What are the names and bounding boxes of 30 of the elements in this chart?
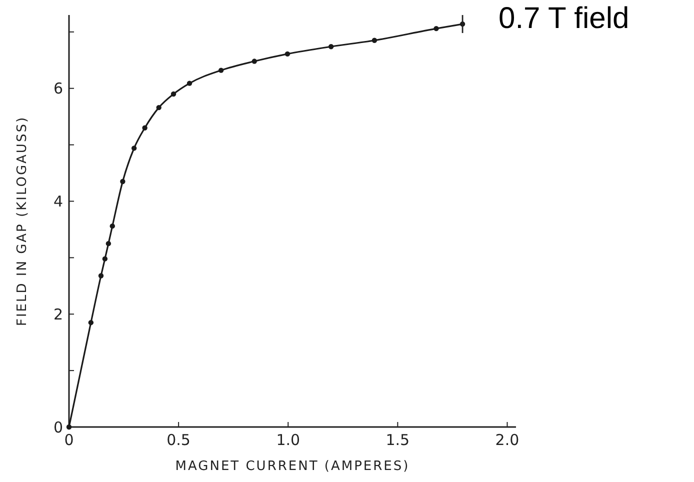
point	[284, 51, 290, 57]
point	[218, 68, 224, 73]
point	[120, 178, 126, 184]
point	[131, 146, 137, 151]
y-axis-title: FIELD IN GAP (KILOGAUSS)	[15, 116, 30, 326]
y-tick-label: 0	[53, 418, 63, 436]
point	[142, 125, 148, 130]
point	[88, 320, 94, 326]
x-tick-label: 1.5	[386, 431, 410, 449]
point	[328, 44, 334, 50]
x-axis-title: MAGNET CURRENT (AMPERES)	[175, 459, 410, 474]
x-tick-label: 0	[64, 431, 74, 449]
y-tick-label: 2	[53, 305, 63, 324]
y-tick-label: 4	[53, 192, 63, 210]
point	[252, 58, 257, 64]
x-tick-label: 2.0	[495, 431, 520, 449]
y-tick-label: 6	[53, 80, 63, 98]
x-tick-label: 0.5	[166, 431, 190, 449]
point	[66, 424, 72, 430]
point	[372, 38, 378, 43]
point	[110, 223, 115, 229]
point	[186, 80, 192, 86]
annotation: 0.7 T field	[498, 2, 630, 36]
point	[106, 240, 112, 246]
point	[98, 273, 104, 278]
point	[434, 26, 439, 32]
point	[156, 104, 162, 110]
point	[102, 256, 108, 262]
point	[170, 91, 176, 97]
x-tick-label: 1.0	[276, 431, 300, 449]
